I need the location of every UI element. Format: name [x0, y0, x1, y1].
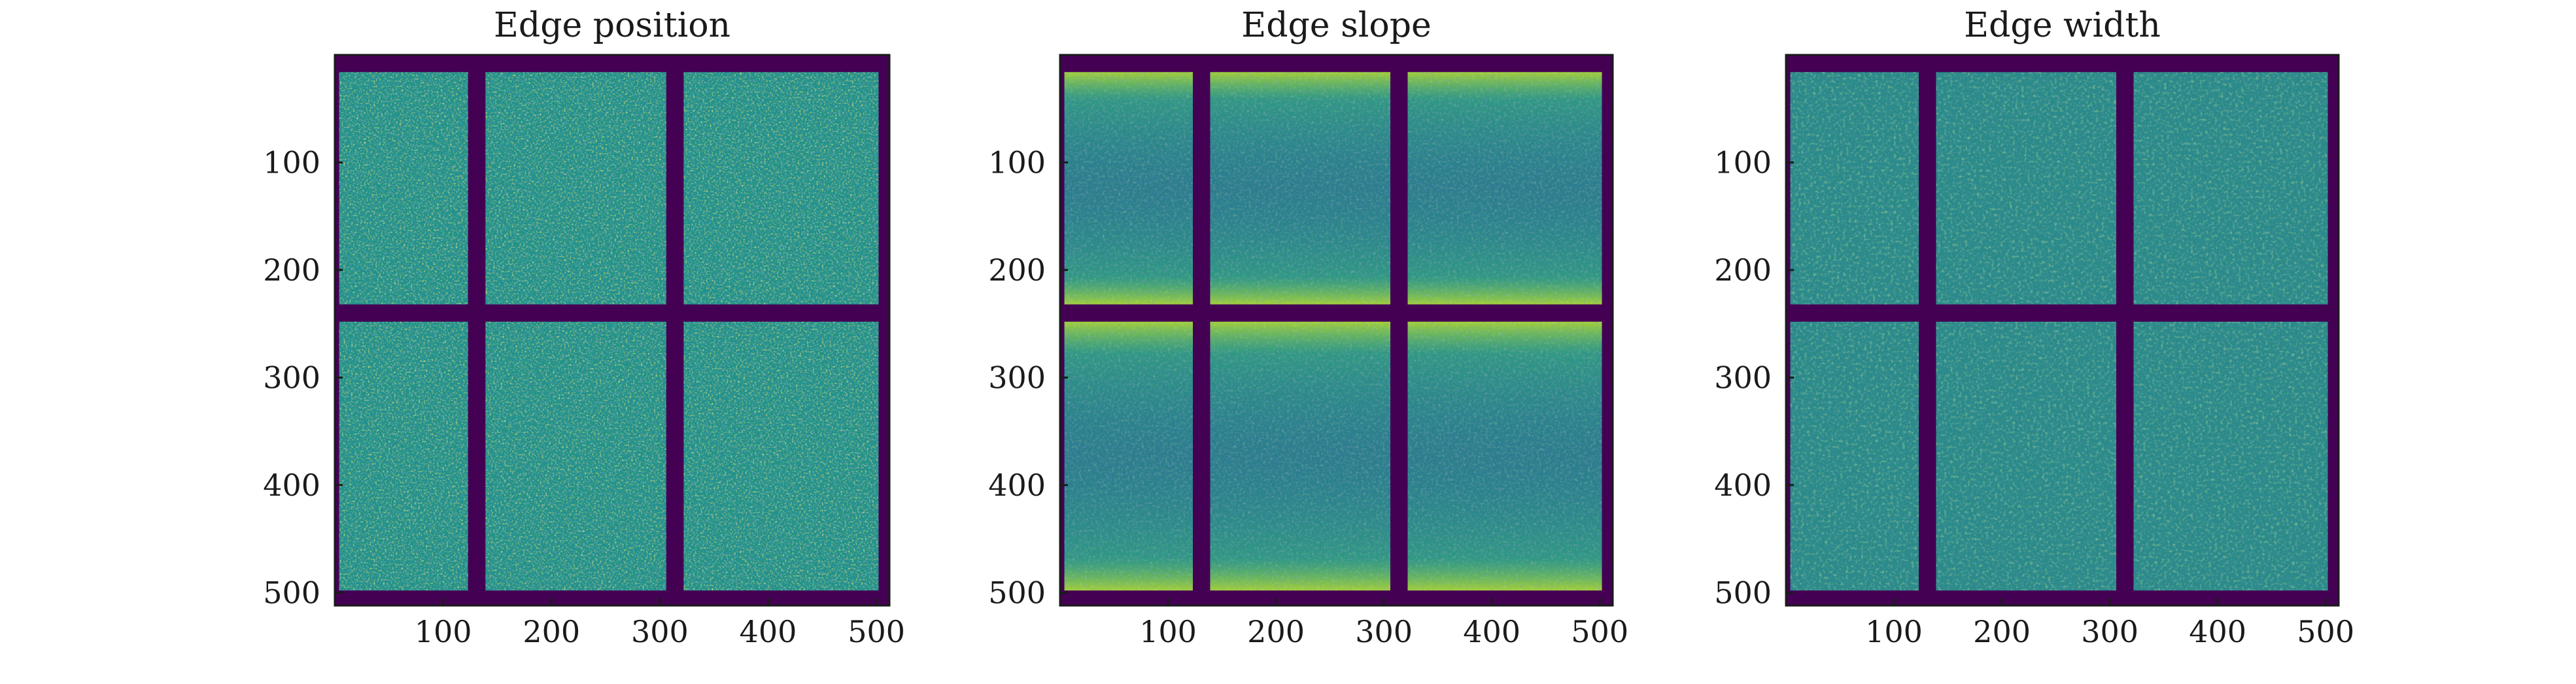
y-tick-label: 100: [1714, 145, 1772, 180]
y-tick-label: 100: [263, 145, 320, 180]
x-tick-label: 400: [1463, 614, 1520, 649]
y-tick-label: 200: [263, 252, 320, 288]
tile-gap: [1918, 55, 1936, 606]
sensor-tile: [339, 321, 468, 590]
sensor-tile: [683, 321, 879, 590]
y-tick-label: 300: [1714, 360, 1772, 395]
x-tick-label: 200: [1973, 614, 2031, 649]
x-tick-label: 400: [740, 614, 797, 649]
tile-gap: [335, 304, 889, 322]
y-tick-label: 500: [1714, 575, 1772, 610]
panel-edge-position: Edge position 100 200 300 400 500 100 200 300 400…: [263, 6, 905, 649]
x-tick-label: 100: [1865, 614, 1923, 649]
sensor-tile: [1210, 72, 1391, 305]
y-tick-label: 500: [263, 575, 320, 610]
sensor-tile: [1407, 321, 1602, 590]
y-tick-label: 100: [988, 145, 1046, 180]
tile-gap: [2116, 55, 2134, 606]
x-tick-label: 300: [631, 614, 689, 649]
sensor-tile: [1936, 321, 2117, 590]
y-tick-label: 200: [1714, 252, 1772, 288]
y-tick-label: 400: [1714, 468, 1772, 503]
panel-title: Edge slope: [1241, 6, 1432, 45]
sensor-tile: [2133, 321, 2328, 590]
sensor-tile: [683, 72, 879, 305]
tile-gap: [1060, 304, 1613, 322]
heatmap-image: [1060, 55, 1613, 606]
y-tick-label: 200: [988, 252, 1046, 288]
heatmap-image: [1786, 55, 2339, 606]
x-tick-label: 500: [848, 614, 905, 649]
y-tick-label: 300: [988, 360, 1046, 395]
axes-frame: [1785, 54, 2340, 607]
sensor-tile: [339, 72, 468, 305]
tile-gap: [666, 55, 684, 606]
x-tick-label: 300: [2081, 614, 2138, 649]
sensor-tile: [1790, 72, 1919, 305]
tile-gap: [1786, 304, 2339, 322]
x-tick-label: 100: [415, 614, 472, 649]
tile-gap: [1192, 55, 1211, 606]
x-tick-label: 200: [1247, 614, 1305, 649]
tile-gap: [468, 55, 486, 606]
y-tick-label: 400: [263, 468, 320, 503]
y-tick-label: 300: [263, 360, 320, 395]
x-tick-label: 500: [1571, 614, 1628, 649]
panel-edge-width: Edge width 100 200 300 400 500 100 200 300 400 500: [1714, 6, 2354, 649]
axes-frame: [334, 54, 891, 607]
x-tick-label: 100: [1139, 614, 1197, 649]
y-tick-label: 500: [988, 575, 1046, 610]
sensor-tile: [485, 321, 666, 590]
sensor-tile: [1064, 72, 1193, 305]
y-tick-label: 400: [988, 468, 1046, 503]
tile-gap: [1390, 55, 1408, 606]
panel-edge-slope: Edge slope 100 200 300 400 500 100 200 300 400 500: [988, 6, 1628, 649]
sensor-tile: [2133, 72, 2328, 305]
panel-title: Edge position: [494, 6, 730, 45]
heatmap-image: [335, 55, 889, 606]
axes-frame: [1059, 54, 1614, 607]
panel-title: Edge width: [1964, 6, 2161, 45]
x-tick-label: 300: [1355, 614, 1413, 649]
sensor-tile: [1064, 321, 1193, 590]
sensor-tile: [1407, 72, 1602, 305]
sensor-tile: [1210, 321, 1391, 590]
sensor-tile: [1790, 321, 1919, 590]
x-tick-label: 200: [523, 614, 580, 649]
x-tick-label: 400: [2189, 614, 2246, 649]
sensor-tile: [1936, 72, 2117, 305]
x-tick-label: 500: [2297, 614, 2354, 649]
sensor-tile: [485, 72, 666, 305]
